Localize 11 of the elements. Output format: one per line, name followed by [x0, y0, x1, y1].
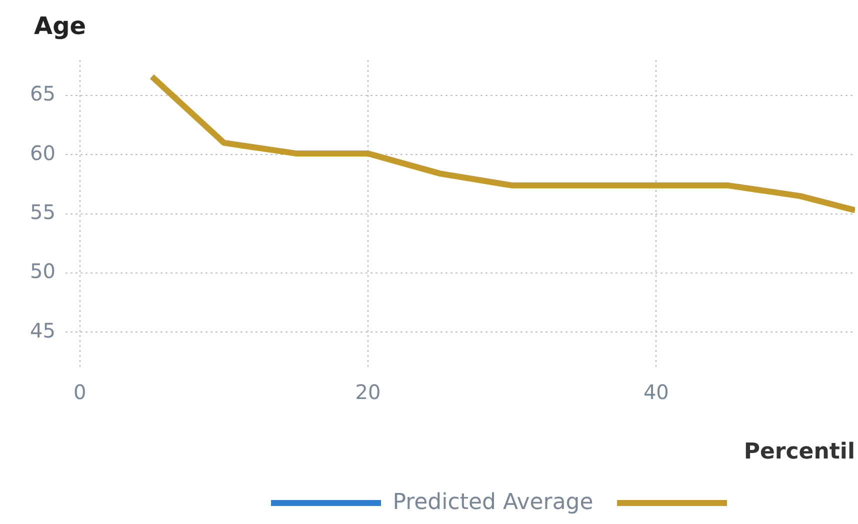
y-tick-label: 60 [30, 140, 56, 165]
y-tick-label: 50 [30, 259, 56, 284]
x-tick-label: 40 [643, 380, 669, 404]
y-tick-label: 55 [30, 200, 56, 224]
y-axis-title: Age [34, 12, 86, 40]
x-tick-label: 0 [73, 380, 86, 404]
y-tick-label: 65 [30, 82, 56, 106]
x-tick-label: 20 [355, 380, 381, 404]
x-axis-title: Percentil [744, 440, 855, 465]
legend-label: Predicted Average [392, 490, 594, 515]
y-tick-label: 45 [30, 318, 56, 342]
